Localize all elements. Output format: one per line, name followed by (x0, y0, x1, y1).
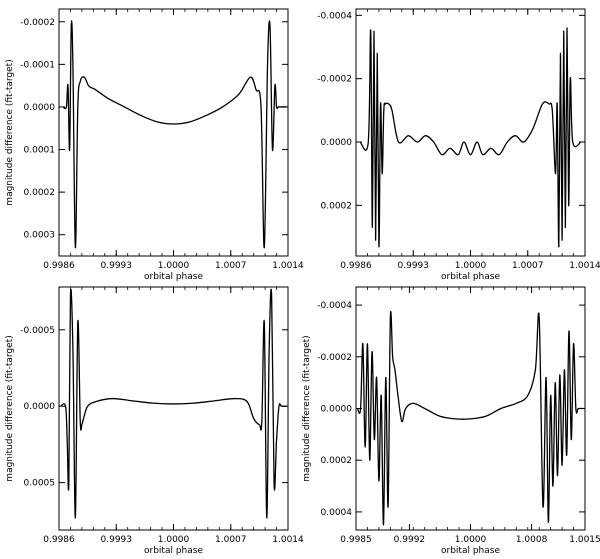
plot-frame (355, 8, 586, 257)
x-tick-label: 1.0007 (215, 261, 247, 271)
y-tick-label: -0.0005 (20, 326, 55, 336)
x-tick-label: 1.0000 (158, 535, 190, 545)
x-tick-label: 1.0008 (516, 535, 548, 545)
x-tick-label: 1.0007 (215, 535, 247, 545)
y-tick-label: 0.0002 (321, 456, 353, 466)
x-tick-label: 1.0000 (455, 261, 487, 271)
x-tick-label: 0.9986 (43, 535, 75, 545)
y-tick-label: 0.0000 (24, 103, 56, 113)
x-tick-label: 1.0014 (272, 535, 304, 545)
plot-frame (58, 8, 289, 257)
x-tick-label: 0.9986 (43, 261, 75, 271)
y-tick-label: -0.0001 (20, 60, 55, 70)
x-tick-label: 0.9993 (101, 261, 133, 271)
x-tick-label: 1.0015 (569, 535, 600, 545)
y-tick-label: 0.0005 (24, 479, 56, 489)
series-line-1 (359, 27, 582, 248)
x-axis-label: orbital phase (144, 546, 203, 556)
series-line-1 (60, 288, 287, 519)
x-tick-label: 0.9993 (101, 535, 133, 545)
chart-panel-1: 0.9986 0.9993 1.0000 1.0007 1.0014 -0.0002 -0.… (5, 8, 304, 282)
chart-panel-2: 0.9986 0.9993 1.0000 1.0007 1.0014 -0.0004 -0.… (317, 8, 600, 282)
series-line-1 (356, 310, 584, 526)
series-line-1 (62, 20, 287, 249)
y-axis-label: magnitude difference (fit-target) (5, 335, 15, 481)
x-axis-label: orbital phase (144, 272, 203, 282)
x-axis-label: orbital phase (441, 546, 500, 556)
chart-panel-4: 0.9985 0.9992 1.0000 1.0008 1.0015 -0.0004 -0.… (302, 286, 600, 556)
x-tick-label: 0.9985 (340, 535, 372, 545)
y-tick-label: -0.0002 (317, 353, 352, 363)
y-tick-label: -0.0004 (317, 301, 352, 311)
y-tick-label: 0.0001 (24, 146, 56, 156)
y-tick-label: -0.0004 (317, 11, 352, 21)
x-tick-label: 0.9992 (394, 535, 426, 545)
plot-frame (58, 286, 289, 531)
y-tick-label: 0.0003 (24, 231, 56, 241)
x-tick-label: 1.0014 (272, 261, 304, 271)
x-tick-label: 0.9993 (398, 261, 430, 271)
y-tick-label: -0.0002 (317, 75, 352, 85)
y-tick-label: 0.0004 (321, 508, 353, 518)
x-tick-label: 1.0000 (455, 535, 487, 545)
y-axis-label: magnitude difference (fit-target) (5, 59, 15, 205)
x-tick-label: 1.0007 (512, 261, 544, 271)
y-tick-label: 0.0002 (24, 188, 56, 198)
x-axis-label: orbital phase (441, 272, 500, 282)
x-tick-label: 0.9986 (340, 261, 372, 271)
y-tick-label: 0.0000 (321, 405, 353, 415)
y-tick-label: 0.0000 (321, 138, 353, 148)
chart-panel-3: 0.9986 0.9993 1.0000 1.0007 1.0014 -0.0005 0.0… (5, 286, 304, 556)
x-tick-label: 1.0014 (569, 261, 600, 271)
x-tick-label: 1.0000 (158, 261, 190, 271)
y-axis-label: magnitude difference (fit-target) (302, 335, 312, 481)
y-tick-label: 0.0002 (321, 201, 353, 211)
y-tick-label: 0.0000 (24, 402, 56, 412)
y-tick-label: -0.0002 (20, 18, 55, 28)
